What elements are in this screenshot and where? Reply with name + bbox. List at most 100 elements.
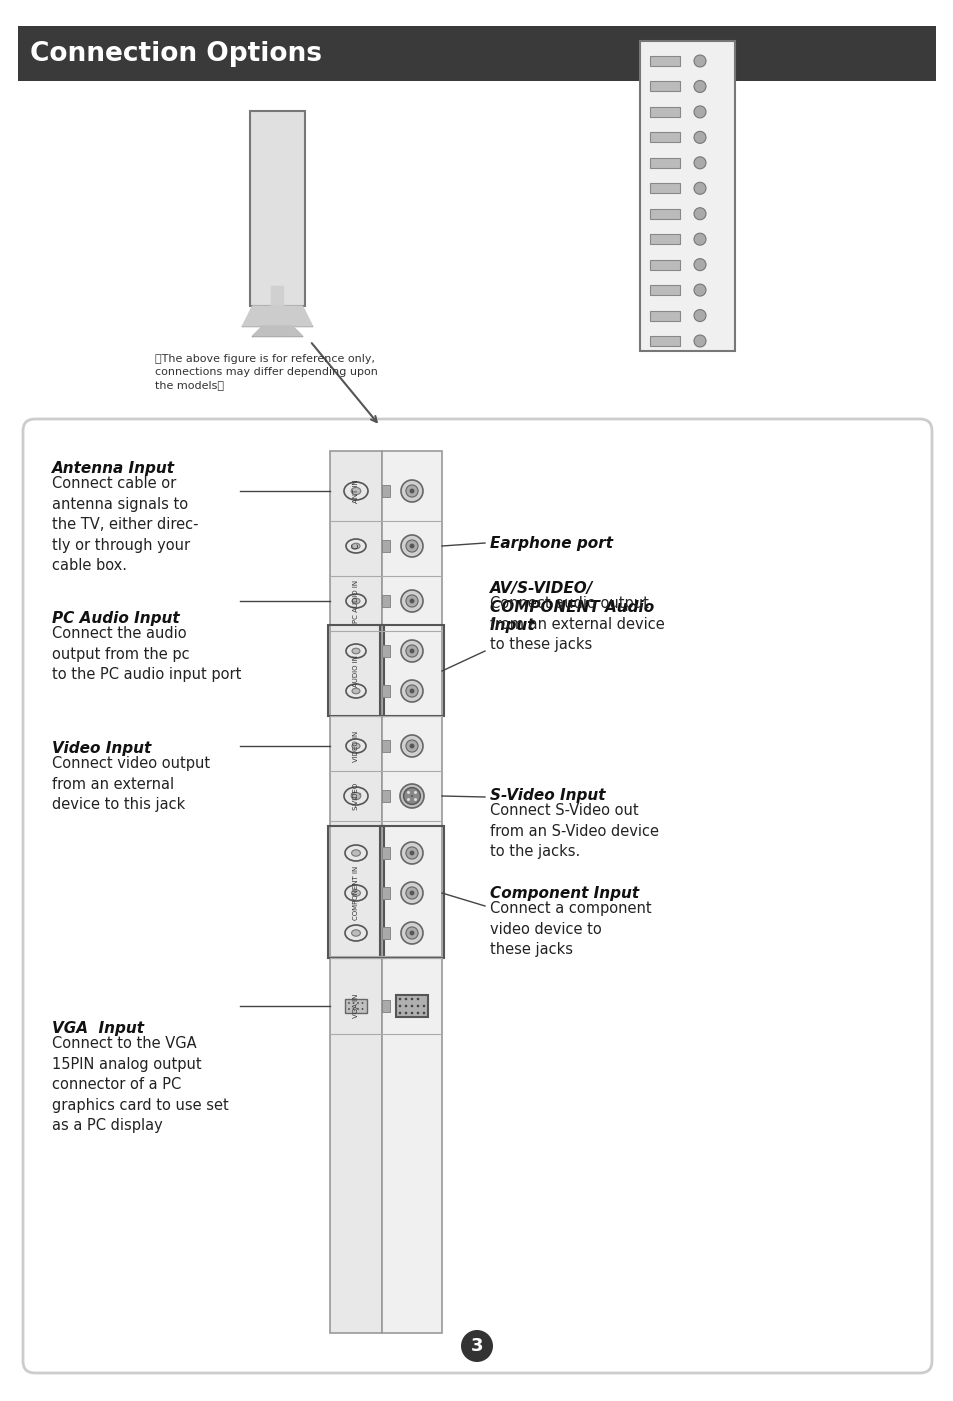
- Ellipse shape: [352, 743, 359, 748]
- Text: Connect to the VGA
15PIN analog output
connector of a PC
graphics card to use se: Connect to the VGA 15PIN analog output c…: [52, 1037, 229, 1133]
- Circle shape: [416, 1012, 419, 1014]
- Circle shape: [693, 310, 705, 322]
- Polygon shape: [242, 305, 313, 326]
- Polygon shape: [253, 326, 302, 336]
- Circle shape: [398, 998, 401, 1000]
- Bar: [381, 595, 390, 607]
- Circle shape: [348, 1002, 350, 1005]
- Bar: [381, 485, 390, 497]
- Ellipse shape: [351, 488, 360, 495]
- Bar: [381, 685, 390, 698]
- Circle shape: [416, 998, 419, 1000]
- Bar: [381, 644, 390, 657]
- Text: Connection Options: Connection Options: [30, 41, 322, 67]
- Ellipse shape: [344, 482, 368, 500]
- Circle shape: [400, 535, 422, 558]
- Circle shape: [693, 157, 705, 168]
- Bar: [649, 209, 679, 219]
- Bar: [649, 259, 679, 269]
- Ellipse shape: [352, 890, 360, 897]
- Circle shape: [406, 685, 417, 698]
- Bar: [250, 111, 305, 305]
- Bar: [381, 740, 390, 752]
- Bar: [345, 999, 367, 1013]
- Text: Component Input: Component Input: [490, 885, 639, 901]
- Circle shape: [406, 887, 417, 899]
- Circle shape: [411, 1005, 413, 1007]
- Circle shape: [416, 1005, 419, 1007]
- Text: Antenna Input: Antenna Input: [52, 461, 174, 476]
- Bar: [381, 848, 390, 859]
- Text: Connect a component
video device to
these jacks: Connect a component video device to thes…: [490, 901, 651, 957]
- Ellipse shape: [345, 885, 367, 901]
- Ellipse shape: [345, 845, 367, 862]
- Circle shape: [400, 883, 422, 904]
- Circle shape: [409, 891, 414, 895]
- Text: COMPONENT IN: COMPONENT IN: [353, 866, 358, 920]
- Polygon shape: [272, 286, 283, 305]
- Bar: [328, 827, 384, 958]
- Circle shape: [693, 259, 705, 270]
- Circle shape: [404, 1005, 407, 1007]
- Text: AV/S-VIDEO/
COMPONENT Audio
Input: AV/S-VIDEO/ COMPONENT Audio Input: [490, 581, 654, 633]
- Circle shape: [358, 793, 361, 796]
- Bar: [381, 1000, 390, 1012]
- Circle shape: [406, 595, 417, 607]
- Circle shape: [411, 998, 413, 1000]
- Bar: [649, 132, 679, 143]
- Text: VGA  Input: VGA Input: [52, 1021, 144, 1035]
- Bar: [639, 41, 734, 352]
- Circle shape: [693, 233, 705, 245]
- Circle shape: [348, 1009, 350, 1010]
- Circle shape: [693, 106, 705, 118]
- Circle shape: [399, 785, 423, 808]
- Circle shape: [422, 1005, 425, 1007]
- Text: S-Video Input: S-Video Input: [490, 787, 605, 803]
- Bar: [381, 539, 390, 552]
- Ellipse shape: [344, 787, 368, 806]
- Text: 3: 3: [470, 1337, 483, 1355]
- Circle shape: [404, 1012, 407, 1014]
- Circle shape: [409, 489, 414, 493]
- Circle shape: [693, 80, 705, 92]
- Circle shape: [400, 736, 422, 757]
- Text: VIDEO IN: VIDEO IN: [353, 730, 358, 762]
- Circle shape: [361, 1009, 363, 1010]
- Circle shape: [361, 1002, 363, 1005]
- Bar: [395, 995, 428, 1017]
- Circle shape: [409, 850, 414, 856]
- Circle shape: [409, 544, 414, 548]
- Ellipse shape: [346, 594, 366, 608]
- Circle shape: [693, 207, 705, 220]
- Text: Connect the audio
output from the pc
to the PC audio input port: Connect the audio output from the pc to …: [52, 626, 241, 682]
- Circle shape: [414, 799, 416, 801]
- Bar: [649, 106, 679, 116]
- Circle shape: [693, 335, 705, 347]
- Circle shape: [406, 485, 417, 497]
- Bar: [649, 158, 679, 168]
- Bar: [18, 27, 935, 81]
- Text: S-VIDEO: S-VIDEO: [353, 782, 358, 810]
- Bar: [379, 625, 443, 716]
- Circle shape: [356, 1009, 358, 1010]
- Bar: [649, 234, 679, 244]
- Circle shape: [409, 649, 414, 653]
- Circle shape: [406, 848, 417, 859]
- Circle shape: [414, 792, 416, 794]
- Circle shape: [407, 799, 410, 801]
- Circle shape: [411, 1012, 413, 1014]
- Text: AUDIO IN: AUDIO IN: [353, 656, 358, 686]
- Circle shape: [460, 1330, 493, 1362]
- Circle shape: [406, 927, 417, 939]
- Circle shape: [400, 842, 422, 864]
- Circle shape: [353, 1002, 354, 1005]
- Text: ANT IN: ANT IN: [353, 479, 358, 503]
- Bar: [330, 451, 381, 1332]
- Text: Connect audio output
from an external device
to these jacks: Connect audio output from an external de…: [490, 597, 664, 653]
- Circle shape: [693, 55, 705, 67]
- Ellipse shape: [352, 850, 360, 856]
- Text: VGA IN: VGA IN: [353, 993, 358, 1019]
- Circle shape: [406, 539, 417, 552]
- Text: Video Input: Video Input: [52, 741, 152, 757]
- Bar: [649, 81, 679, 91]
